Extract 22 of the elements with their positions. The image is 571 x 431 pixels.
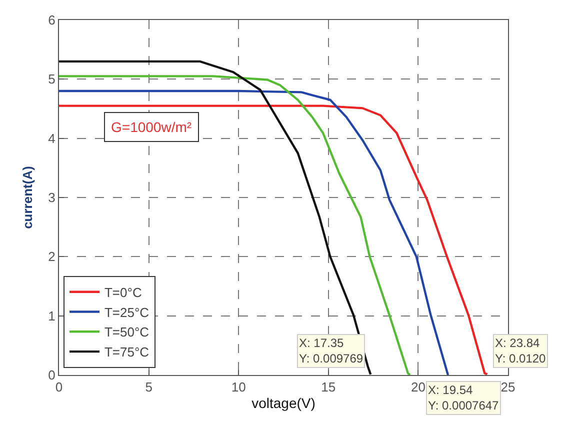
legend-label: T=0°C [104,284,142,300]
legend-label: T=75°C [104,344,150,360]
x-tick-label: 5 [145,380,152,395]
x-tick-label: 10 [231,380,246,395]
x-tick-label: 15 [321,380,336,395]
annotation: X: 23.84 Y: 0.0120 [495,336,546,366]
y-tick-label: 1 [48,308,56,324]
x-axis-title: voltage(V) [252,394,316,411]
y-axis-title: current(A) [20,166,36,229]
y-tick-label: 4 [48,130,56,146]
y-tick-label: 5 [48,72,56,87]
y-tick-label: 0 [48,368,56,383]
x-tick-label: 25 [500,380,516,395]
annotation: G=1000w/m² [111,119,192,135]
legend-label: T=25°C [104,304,150,320]
y-tick-label: 3 [48,190,56,206]
y-tick-label: 6 [48,12,56,28]
legend-label: T=50°C [104,324,150,340]
y-tick-label: 2 [48,249,56,264]
annotation: X: 19.54 Y: 0.0007647 [428,383,500,413]
annotation: X: 17.35 Y: 0.009769 [299,336,364,366]
x-tick-label: 20 [410,380,426,395]
